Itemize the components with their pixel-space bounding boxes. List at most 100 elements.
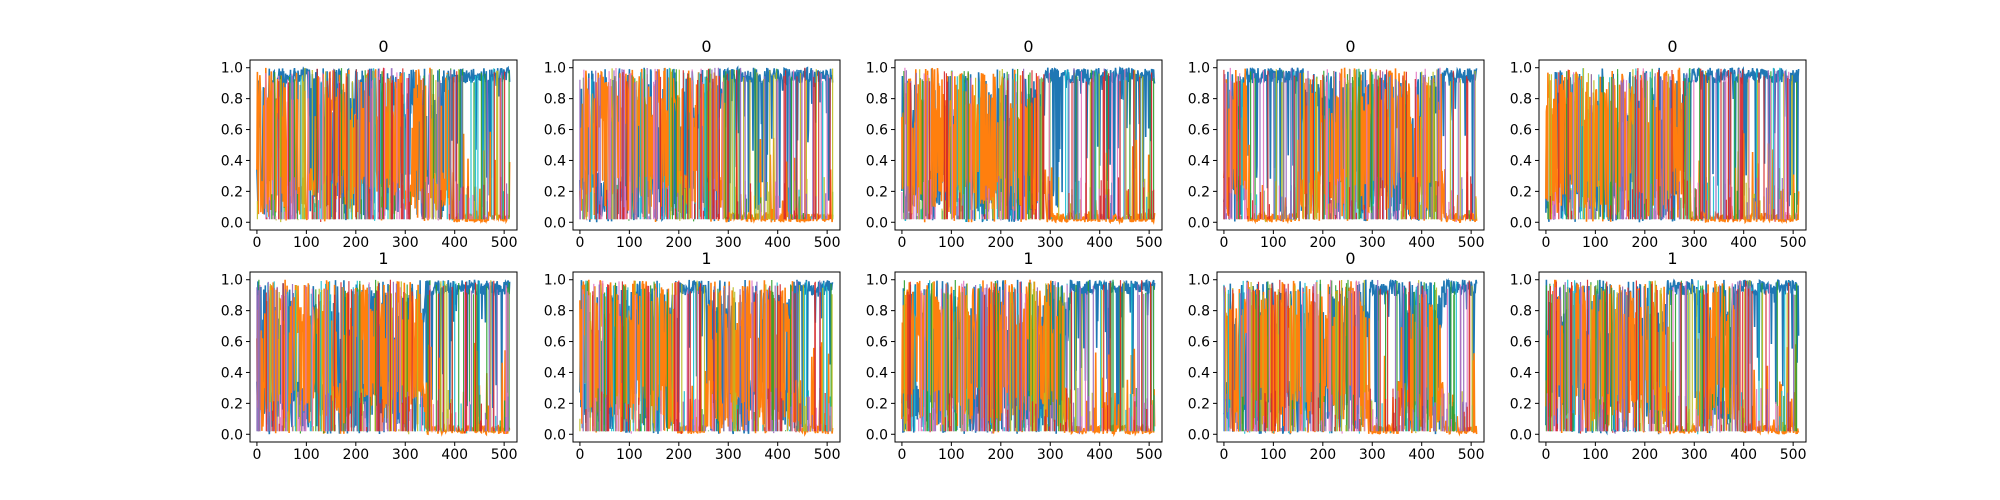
y-tick-label: 0.8 [221, 304, 243, 320]
x-tick-label: 200 [987, 447, 1014, 463]
plot-area [901, 279, 1156, 438]
y-tick-label: 0.4 [1510, 365, 1532, 381]
y-tick-label: 1.0 [1188, 61, 1210, 77]
x-tick-label: 500 [1458, 447, 1485, 463]
y-tick-label: 0.6 [1188, 123, 1210, 139]
subplot-title: 0 [1667, 37, 1677, 56]
y-tick-label: 0.8 [1510, 304, 1532, 320]
minor-series-4 [1229, 279, 1468, 434]
axes-frame [894, 271, 1163, 443]
x-tick-label: 200 [665, 447, 692, 463]
y-tick-label: 1.0 [544, 273, 566, 289]
subplot-title: 1 [1667, 249, 1677, 268]
x-tick-label: 400 [441, 235, 468, 251]
x-tick-label: 400 [764, 447, 791, 463]
y-tick-label: 1.0 [221, 273, 243, 289]
minor-series-6 [1223, 69, 1473, 220]
x-tick-label: 400 [1086, 447, 1113, 463]
x-tick-label: 500 [491, 235, 518, 251]
axes-frame [249, 59, 518, 231]
subplot-title: 1 [378, 249, 388, 268]
x-tick-label: 500 [1780, 235, 1807, 251]
y-tick-label: 1.0 [221, 61, 243, 77]
y-tick-label: 0.4 [866, 153, 888, 169]
x-tick-label: 300 [1359, 235, 1386, 251]
plot-area [1223, 66, 1478, 225]
y-tick-label: 0.6 [866, 123, 888, 139]
y-tick-label: 0.4 [221, 365, 243, 381]
x-tick-label: 400 [1408, 235, 1435, 251]
plot-area [1545, 66, 1800, 225]
y-tick-label: 1.0 [544, 61, 566, 77]
y-tick-label: 0.8 [1188, 92, 1210, 108]
subplot-title: 0 [378, 37, 388, 56]
x-tick-label: 500 [491, 447, 518, 463]
y-tick-label: 0.2 [1188, 396, 1210, 412]
y-tick-label: 0.6 [866, 335, 888, 351]
minor-series-6 [266, 67, 506, 222]
axes-frame [1216, 271, 1485, 443]
y-tick-label: 0.2 [221, 184, 243, 200]
x-tick-label: 200 [1309, 447, 1336, 463]
y-tick-label: 0.4 [544, 365, 566, 381]
y-tick-label: 0.0 [1188, 427, 1210, 443]
x-tick-label: 200 [1309, 235, 1336, 251]
y-tick-label: 0.0 [866, 427, 888, 443]
x-tick-label: 100 [1582, 235, 1609, 251]
subplot-5: 0 100 200 300 400 500 0.0 0.2 0.4 0.6 0.8 1.0 0 [1510, 37, 1807, 251]
axes-frame [894, 59, 1163, 231]
x-tick-label: 100 [293, 447, 320, 463]
subplot-title: 0 [1345, 249, 1355, 268]
minor-series-3 [269, 280, 494, 435]
plot-area [579, 65, 834, 224]
y-tick-label: 0.8 [1510, 92, 1532, 108]
axes-frame [1538, 271, 1807, 443]
y-tick-label: 1.0 [1510, 61, 1532, 77]
subplot-4: 0 100 200 300 400 500 0.0 0.2 0.4 0.6 0.8 1.0 0 [1188, 37, 1485, 251]
minor-series-4 [1546, 280, 1779, 432]
y-tick-label: 0.2 [1510, 184, 1532, 200]
plot-area [256, 279, 511, 437]
y-tick-label: 0.4 [1510, 153, 1532, 169]
x-tick-label: 400 [1730, 447, 1757, 463]
x-tick-label: 0 [897, 235, 906, 251]
x-tick-label: 200 [987, 235, 1014, 251]
y-tick-label: 0.2 [221, 396, 243, 412]
y-tick-label: 0.6 [544, 123, 566, 139]
x-tick-label: 200 [342, 447, 369, 463]
x-tick-label: 0 [252, 447, 261, 463]
axes-frame [572, 271, 841, 443]
subplot-8: 0 100 200 300 400 500 0.0 0.2 0.4 0.6 0.8 1.0 1 [866, 249, 1163, 463]
x-tick-label: 0 [575, 235, 584, 251]
y-tick-label: 0.8 [866, 304, 888, 320]
minor-series-6 [585, 280, 826, 434]
x-tick-label: 300 [1681, 447, 1708, 463]
y-tick-label: 0.8 [544, 304, 566, 320]
axes-frame [1216, 59, 1485, 231]
y-tick-label: 0.2 [866, 396, 888, 412]
y-tick-label: 0.0 [1510, 215, 1532, 231]
x-tick-label: 400 [1086, 235, 1113, 251]
x-tick-label: 300 [1037, 447, 1064, 463]
y-tick-label: 0.0 [544, 215, 566, 231]
subplot-1: 0 100 200 300 400 500 0.0 0.2 0.4 0.6 0.8 1.0 0 [221, 37, 518, 251]
series-line-2 [256, 279, 511, 437]
minor-series-6 [265, 279, 495, 434]
y-tick-label: 0.4 [1188, 365, 1210, 381]
x-tick-label: 100 [616, 447, 643, 463]
x-tick-label: 400 [441, 447, 468, 463]
plot-area [256, 65, 511, 225]
subplot-9: 0 100 200 300 400 500 0.0 0.2 0.4 0.6 0.8 1.0 0 [1188, 249, 1485, 463]
x-tick-label: 500 [1136, 447, 1163, 463]
minor-series-6 [1232, 279, 1471, 432]
x-tick-label: 200 [342, 235, 369, 251]
minor-series-6 [1549, 68, 1789, 221]
x-tick-label: 400 [764, 235, 791, 251]
plot-area [901, 66, 1156, 225]
y-tick-label: 0.8 [221, 92, 243, 108]
x-tick-label: 500 [1780, 447, 1807, 463]
x-tick-label: 300 [715, 447, 742, 463]
x-tick-label: 0 [1541, 235, 1550, 251]
x-tick-label: 100 [938, 447, 965, 463]
y-tick-label: 0.6 [1510, 335, 1532, 351]
